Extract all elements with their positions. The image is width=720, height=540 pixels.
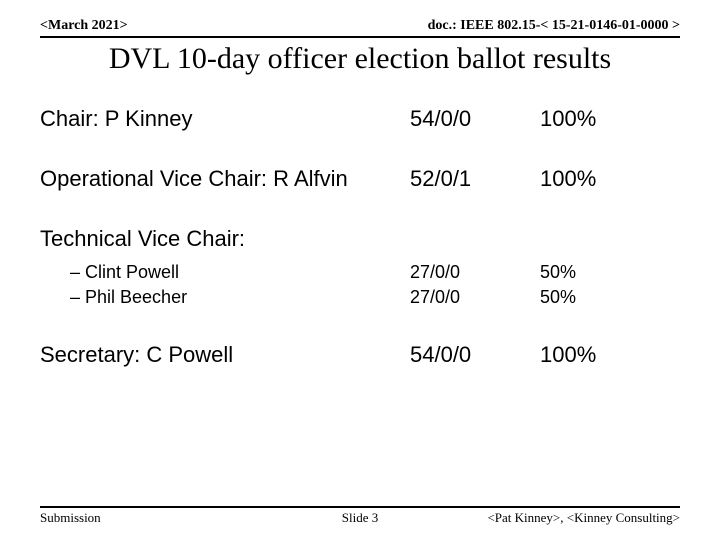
tvc-subblock: – Clint Powell 27/0/0 50% – Phil Beecher… xyxy=(40,262,680,308)
chair-votes: 54/0/0 xyxy=(410,106,540,132)
secretary-label: Secretary: C Powell xyxy=(40,342,410,368)
slide-content: Chair: P Kinney 54/0/0 100% Operational … xyxy=(0,76,720,368)
result-row-opvice: Operational Vice Chair: R Alfvin 52/0/1 … xyxy=(40,166,680,192)
tvc2-votes: 27/0/0 xyxy=(410,287,540,308)
tvc2-pct: 50% xyxy=(540,287,680,308)
footer-author: <Pat Kinney>, <Kinney Consulting> xyxy=(487,510,680,526)
header-rule xyxy=(40,36,680,38)
slide-footer: Submission Slide 3 <Pat Kinney>, <Kinney… xyxy=(0,506,720,526)
tvc2-label: – Phil Beecher xyxy=(40,287,410,308)
footer-left: Submission xyxy=(40,510,101,526)
opvice-pct: 100% xyxy=(540,166,680,192)
tvc1-votes: 27/0/0 xyxy=(410,262,540,283)
chair-label: Chair: P Kinney xyxy=(40,106,410,132)
header-date: <March 2021> xyxy=(40,18,128,34)
footer-slide-number: Slide 3 xyxy=(342,510,378,526)
tvc1-pct: 50% xyxy=(540,262,680,283)
footer-line: Submission Slide 3 <Pat Kinney>, <Kinney… xyxy=(40,510,680,526)
footer-rule xyxy=(40,506,680,508)
opvice-label: Operational Vice Chair: R Alfvin xyxy=(40,166,410,192)
secretary-votes: 54/0/0 xyxy=(410,342,540,368)
secretary-pct: 100% xyxy=(540,342,680,368)
header-docid: doc.: IEEE 802.15-< 15-21-0146-01-0000 > xyxy=(428,18,680,34)
slide-header: <March 2021> doc.: IEEE 802.15-< 15-21-0… xyxy=(0,0,720,36)
chair-pct: 100% xyxy=(540,106,680,132)
result-row-secretary: Secretary: C Powell 54/0/0 100% xyxy=(40,342,680,368)
opvice-votes: 52/0/1 xyxy=(410,166,540,192)
result-row-tvc2: – Phil Beecher 27/0/0 50% xyxy=(40,287,680,308)
result-row-tvc1: – Clint Powell 27/0/0 50% xyxy=(40,262,680,283)
slide-title: DVL 10-day officer election ballot resul… xyxy=(0,42,720,76)
tvc1-label: – Clint Powell xyxy=(40,262,410,283)
tvc-section-label: Technical Vice Chair: xyxy=(40,226,680,252)
result-row-chair: Chair: P Kinney 54/0/0 100% xyxy=(40,106,680,132)
